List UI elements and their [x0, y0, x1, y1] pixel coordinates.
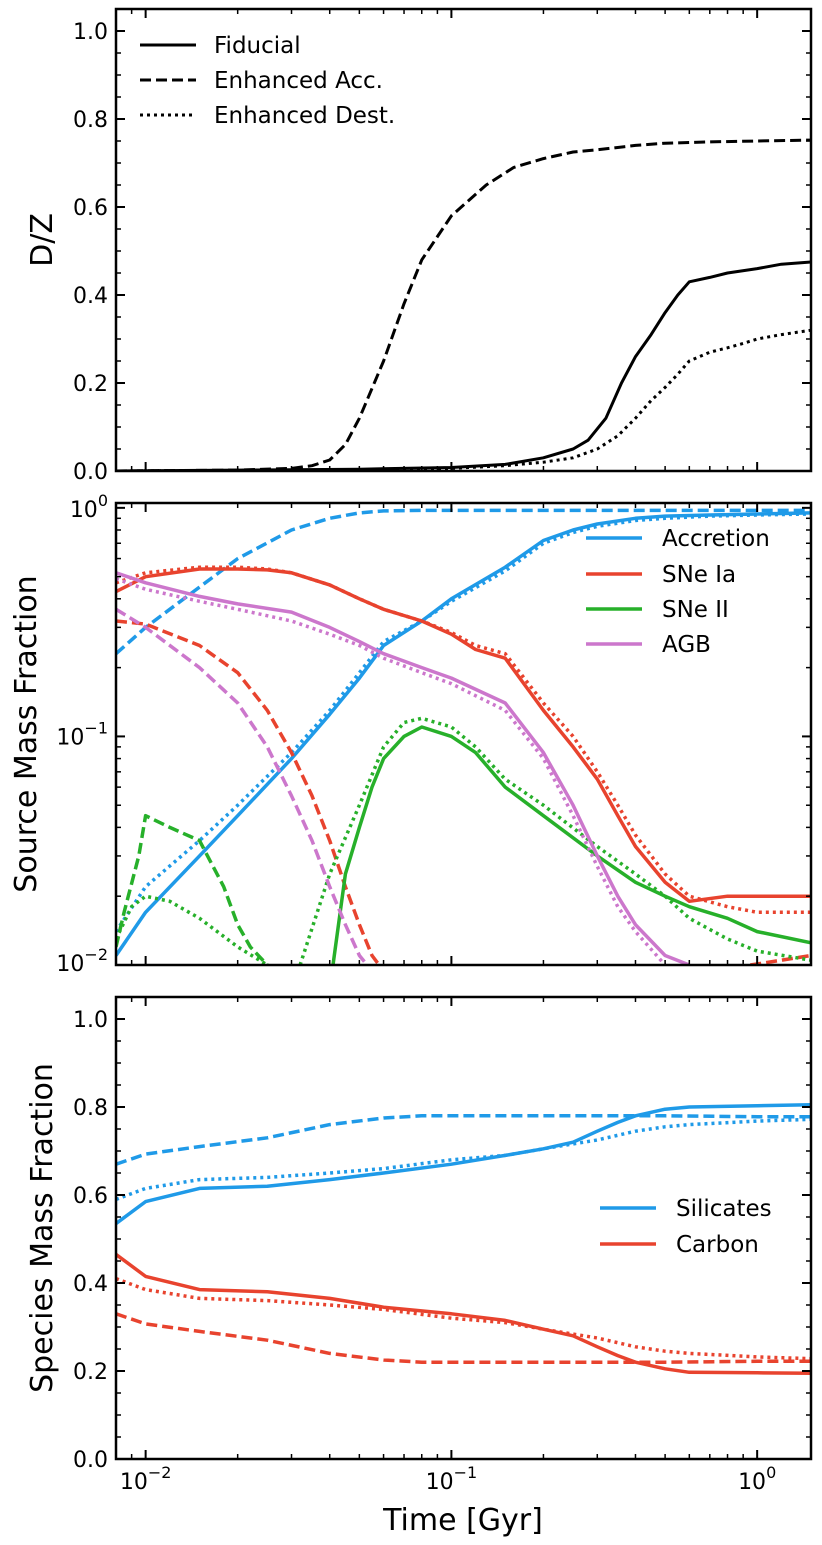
- xtick-label: 10−1: [426, 1463, 478, 1495]
- panel-source: 10−2 10−1 100 Source Mass Fraction Accreti…: [9, 491, 813, 977]
- ytick-label: 0.0: [73, 460, 108, 485]
- legend-label-sne-ia: SNe Ia: [662, 562, 736, 588]
- legend-label-fiducial: Fiducial: [214, 33, 301, 59]
- series-line-source-agb-dotted: [116, 577, 667, 965]
- ytick-label: 0.2: [73, 1360, 108, 1385]
- series-line-source-accretion-dashed: [116, 508, 811, 656]
- ytick-label: 1.0: [73, 1008, 108, 1033]
- legend-label-sne-ii: SNe II: [662, 597, 729, 623]
- source-ylabel: Source Mass Fraction: [9, 575, 44, 892]
- species-legend: Silicates Carbon: [600, 1196, 772, 1258]
- ytick-label: 10−2: [56, 945, 108, 977]
- ytick-label: 0.0: [73, 1448, 108, 1473]
- source-legend: Accretion SNe Ia SNe II AGB: [586, 526, 770, 658]
- ytick-label: 0.8: [73, 1096, 108, 1121]
- series-line-source-agb-dashed: [116, 607, 369, 965]
- ytick-label: 10−1: [56, 718, 108, 750]
- series-line-species-silicates-solid: [116, 1103, 811, 1226]
- xtick-label: 10−2: [120, 1463, 172, 1495]
- ytick-label: 0.2: [73, 372, 108, 397]
- ytick-label: 1.0: [73, 20, 108, 45]
- dz-lines: [116, 138, 811, 471]
- series-line-source-sne-ia-solid: [116, 567, 811, 904]
- ytick-label: 0.4: [73, 1272, 108, 1297]
- dz-ticks: 0.0 0.2 0.4 0.6 0.8 1.0: [73, 8, 811, 485]
- source-lines: [116, 508, 811, 965]
- ytick-label: 100: [70, 491, 108, 523]
- legend-label-silicates: Silicates: [676, 1196, 772, 1222]
- series-line-dz-enhanced-acc--dashed: [116, 138, 811, 471]
- legend-label-enhanced-acc: Enhanced Acc.: [214, 68, 383, 94]
- series-line-species-silicates-dotted: [116, 1117, 811, 1202]
- series-line-source-agb-solid: [116, 571, 690, 965]
- series-line-source-accretion-solid: [116, 511, 811, 957]
- ytick-label: 0.6: [73, 1184, 108, 1209]
- panel-species: 0.0 0.2 0.4 0.6 0.8 1.0 10−2 10−1 100 Species Ma…: [25, 995, 813, 1538]
- dz-ylabel: D/Z: [25, 213, 60, 267]
- series-line-species-carbon-dashed: [116, 1312, 811, 1364]
- xtick-label: 100: [738, 1463, 776, 1495]
- dz-frame: [114, 7, 813, 473]
- legend-label-enhanced-dest: Enhanced Dest.: [214, 103, 395, 129]
- series-line-source-accretion-dotted: [116, 512, 811, 933]
- ytick-label: 0.6: [73, 196, 108, 221]
- species-ylabel: Species Mass Fraction: [25, 1063, 60, 1393]
- legend-label-carbon: Carbon: [676, 1232, 759, 1258]
- species-frame: [114, 995, 813, 1461]
- legend-label-agb: AGB: [662, 632, 711, 658]
- ytick-label: 0.8: [73, 108, 108, 133]
- series-line-source-sne-ii-dotted: [298, 716, 811, 965]
- series-line-source-sne-ia-dashed: [750, 953, 811, 965]
- species-xlabel: Time [Gyr]: [382, 1503, 543, 1538]
- series-line-source-sne-ia-dashed: [116, 619, 381, 965]
- dz-legend: Fiducial Enhanced Acc. Enhanced Dest.: [140, 33, 395, 129]
- source-frame: [114, 501, 813, 967]
- series-line-source-sne-ii-solid: [331, 725, 811, 965]
- series-line-species-silicates-dashed: [116, 1114, 811, 1166]
- series-line-source-sne-ii-dotted: [116, 894, 269, 965]
- series-line-species-carbon-dotted: [116, 1276, 811, 1361]
- ytick-label: 0.4: [73, 284, 108, 309]
- species-lines: [116, 1103, 811, 1375]
- series-line-species-carbon-solid: [116, 1252, 811, 1375]
- panel-dz: 0.0 0.2 0.4 0.6 0.8 1.0 D/Z Fiducial Enhanced…: [25, 7, 813, 485]
- series-line-source-sne-ii-dashed: [116, 813, 269, 965]
- legend-label-accretion: Accretion: [662, 526, 770, 552]
